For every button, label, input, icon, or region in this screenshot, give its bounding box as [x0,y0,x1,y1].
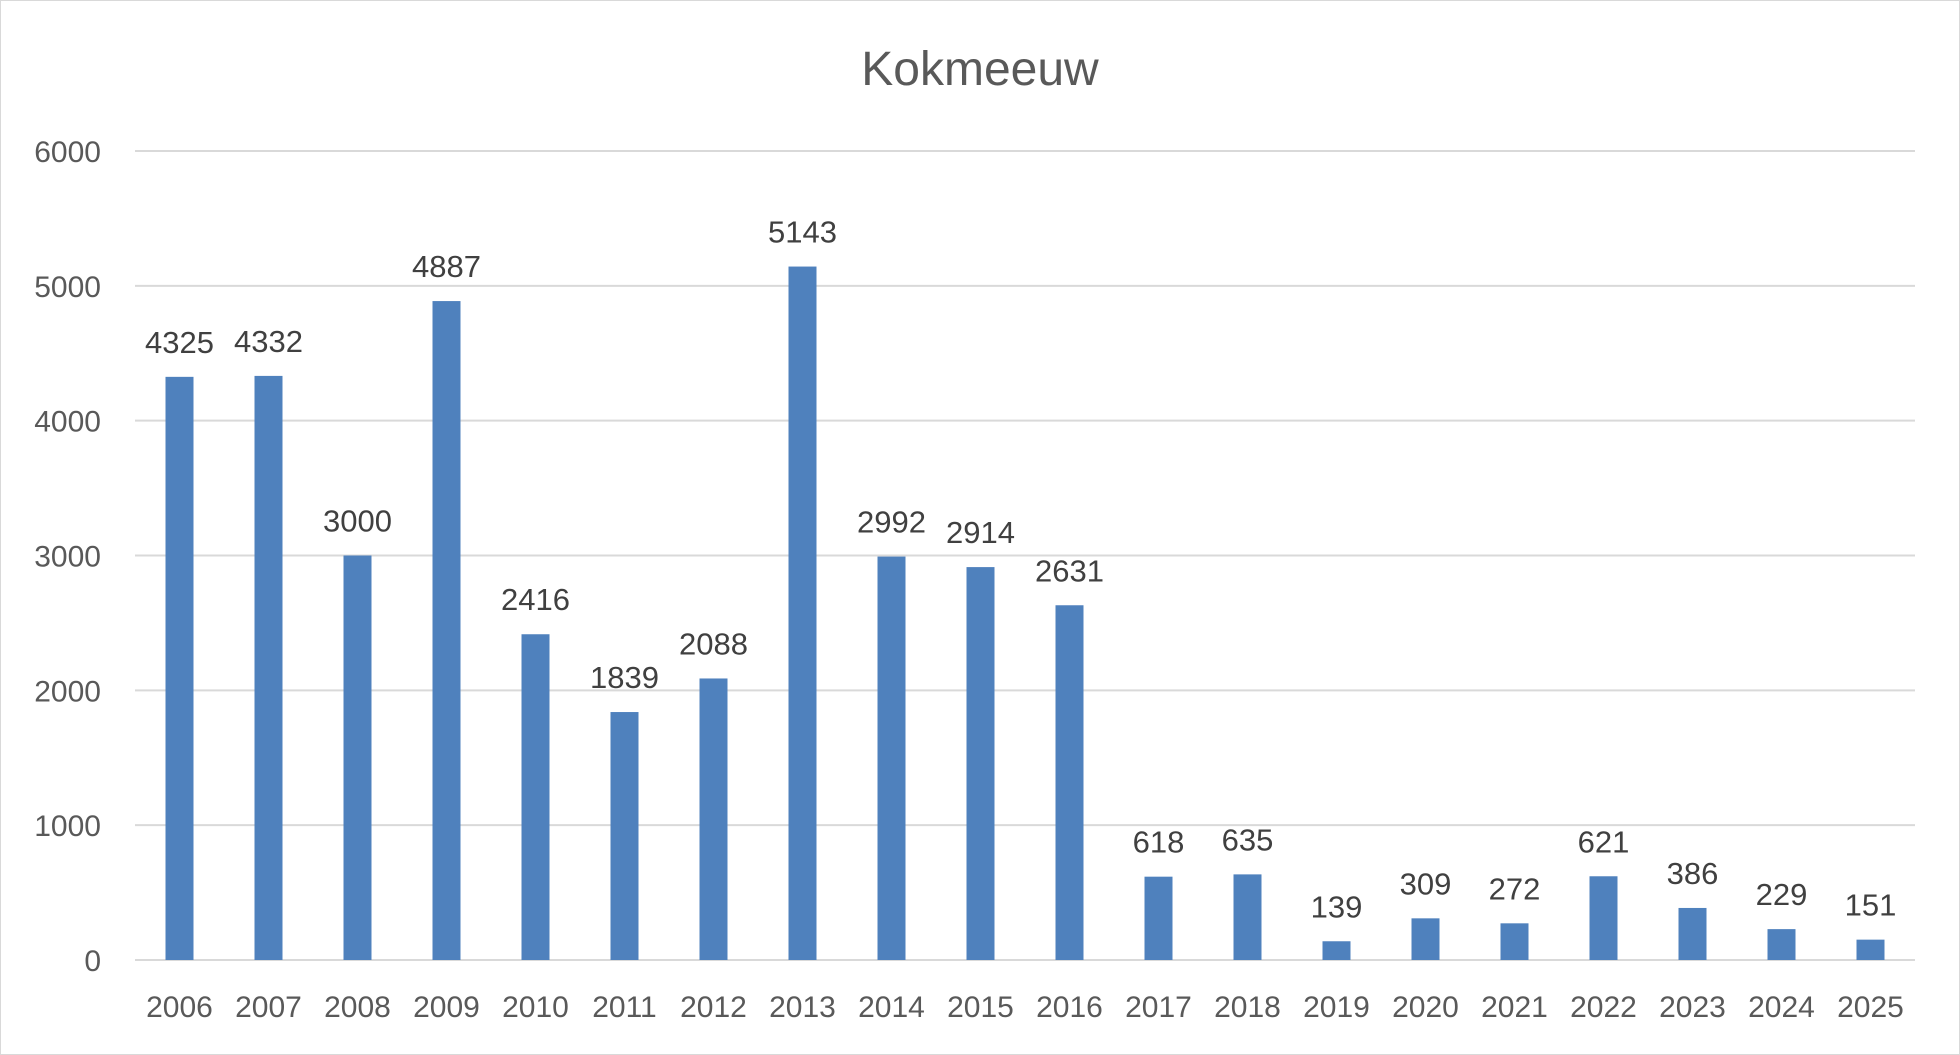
bar [1144,876,1173,960]
bar [1678,907,1707,960]
y-tick-label: 4000 [34,406,101,439]
data-label: 621 [1578,824,1630,859]
x-tick-label: 2006 [146,991,213,1024]
bar [343,555,372,960]
data-label: 635 [1222,822,1274,857]
x-tick-label: 2015 [947,991,1014,1024]
y-tick-label: 3000 [34,541,101,574]
y-tick-label: 6000 [34,136,101,169]
gridlines [135,150,1915,961]
x-tick-label: 2017 [1125,991,1192,1024]
data-label: 4325 [145,325,214,360]
data-label: 151 [1845,888,1897,923]
data-label: 2631 [1035,553,1104,588]
bar [1856,939,1885,960]
bar [521,634,550,960]
data-label: 139 [1311,889,1363,924]
data-label: 2416 [501,582,570,617]
x-tick-label: 2019 [1303,991,1370,1024]
bar [1589,876,1618,960]
bar [1055,605,1084,960]
bar [877,556,906,960]
bar [1322,941,1351,960]
x-tick-label: 2018 [1214,991,1281,1024]
bar [165,376,194,960]
data-label: 2088 [679,626,748,661]
x-tick-label: 2014 [858,991,925,1024]
x-tick-label: 2022 [1570,991,1637,1024]
y-tick-label: 0 [84,945,101,978]
data-label: 2914 [946,515,1015,550]
bar [1767,929,1796,960]
y-axis-ticks: 0 1000 2000 3000 4000 5000 6000 [34,136,101,978]
x-tick-label: 2011 [592,991,657,1024]
x-tick-label: 2013 [769,991,836,1024]
bars [165,266,1885,961]
data-label: 2992 [857,505,926,540]
x-tick-label: 2025 [1837,991,1904,1024]
x-tick-label: 2021 [1481,991,1548,1024]
y-tick-label: 5000 [34,271,101,304]
bar [254,375,283,961]
chart-title: Kokmeeuw [861,43,1099,96]
bar [1411,918,1440,960]
data-labels: 4325 4332 3000 4887 2416 1839 2088 5143 2992 2914… [145,215,1896,925]
bar [1500,923,1529,960]
data-label: 272 [1489,871,1541,906]
bar [699,678,728,960]
data-label: 309 [1400,866,1452,901]
data-label: 229 [1756,877,1808,912]
x-tick-label: 2008 [324,991,391,1024]
bar [788,266,817,961]
data-label: 4332 [234,324,303,359]
bar [610,712,639,960]
bar [966,567,995,960]
x-tick-label: 2016 [1036,991,1103,1024]
x-tick-label: 2010 [502,991,569,1024]
x-tick-label: 2009 [413,991,480,1024]
data-label: 3000 [323,504,392,539]
y-tick-label: 1000 [34,810,101,843]
x-tick-label: 2024 [1748,991,1815,1024]
x-axis-ticks: 2006 2007 2008 2009 2010 2011 2012 2013 2014 2015… [146,991,1904,1024]
y-tick-label: 2000 [34,675,101,708]
data-label: 4887 [412,249,481,284]
bar [1233,874,1262,960]
data-label: 5143 [768,215,837,250]
x-tick-label: 2020 [1392,991,1459,1024]
bar [432,301,461,961]
data-label: 386 [1667,856,1719,891]
x-tick-label: 2007 [235,991,302,1024]
x-tick-label: 2023 [1659,991,1726,1024]
data-label: 1839 [590,660,659,695]
x-tick-label: 2012 [680,991,747,1024]
data-label: 618 [1133,825,1185,860]
